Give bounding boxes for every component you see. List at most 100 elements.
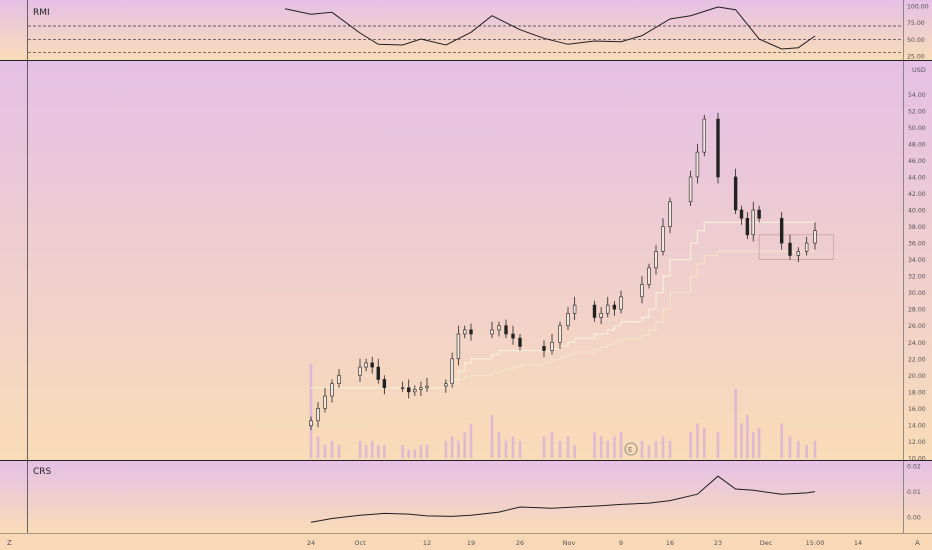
price-tick-label: 20.00 bbox=[908, 373, 926, 380]
volume-bar bbox=[573, 445, 576, 458]
candle-body bbox=[592, 304, 597, 318]
candle-body bbox=[654, 251, 658, 269]
price-tick-label: 14.00 bbox=[908, 422, 926, 429]
candle-body bbox=[337, 375, 341, 384]
volume-bar bbox=[463, 432, 467, 458]
earnings-event-marker[interactable]: E bbox=[624, 442, 638, 456]
crs-tick-label: 0.00 bbox=[907, 515, 921, 522]
volume-bar bbox=[407, 449, 411, 458]
volume-bar bbox=[654, 440, 658, 458]
price-tick-label: 44.00 bbox=[908, 174, 926, 181]
candle-body bbox=[788, 242, 792, 256]
candle-body bbox=[463, 329, 467, 335]
volume-bar bbox=[668, 440, 672, 458]
candle-body bbox=[469, 329, 473, 335]
volume-bar bbox=[606, 440, 610, 458]
volume-bar bbox=[702, 427, 706, 458]
svg-text:E: E bbox=[628, 446, 632, 454]
volume-bar bbox=[457, 440, 460, 458]
price-tick-label: 52.00 bbox=[908, 108, 926, 115]
price-tick-label: 12.00 bbox=[908, 439, 926, 446]
candle-body bbox=[504, 325, 508, 335]
volume-bar bbox=[716, 432, 720, 458]
volume-bar bbox=[469, 423, 473, 458]
candle-body bbox=[518, 337, 522, 347]
volume-bar bbox=[593, 432, 596, 458]
volume-bar bbox=[364, 445, 368, 458]
volume-bar bbox=[330, 440, 334, 458]
rmi-pane bbox=[0, 0, 932, 60]
candle-body bbox=[599, 313, 603, 318]
price-tick-label: 16.00 bbox=[908, 406, 926, 413]
candle-body bbox=[364, 362, 368, 368]
time-axis-right-glyph: A bbox=[915, 539, 920, 547]
price-tick-label: 48.00 bbox=[908, 141, 926, 148]
volume-bar bbox=[419, 445, 423, 458]
crs-title[interactable]: CRS bbox=[33, 467, 52, 477]
price-tick-label: 34.00 bbox=[908, 257, 926, 264]
time-tick-label: 15:00 bbox=[806, 539, 825, 547]
currency-label: USD bbox=[912, 66, 926, 74]
time-tick-label: 9 bbox=[619, 539, 623, 547]
time-tick-label: 23 bbox=[714, 539, 722, 547]
volume-bar bbox=[740, 423, 743, 458]
candle-body bbox=[382, 379, 387, 389]
candle-body bbox=[702, 118, 706, 153]
price-tick-label: 40.00 bbox=[908, 208, 926, 215]
candle-body bbox=[413, 389, 417, 393]
rmi-title[interactable]: RMI bbox=[33, 8, 50, 18]
candle-body bbox=[813, 230, 817, 244]
time-tick-label: Oct bbox=[354, 539, 366, 547]
volume-bar bbox=[383, 445, 386, 458]
volume-bar bbox=[490, 415, 494, 458]
volume-bar bbox=[640, 440, 644, 458]
price-tick-label: 10.00 bbox=[908, 456, 926, 463]
candle-body bbox=[376, 366, 380, 380]
volume-bar bbox=[337, 445, 341, 458]
price-tick-label: 54.00 bbox=[908, 92, 926, 99]
time-axis-left-glyph: Z bbox=[7, 539, 12, 547]
price-pane bbox=[0, 61, 932, 460]
candle-body bbox=[358, 366, 362, 376]
time-tick-label: Nov bbox=[563, 539, 576, 547]
candle-body bbox=[511, 333, 515, 339]
volume-bar bbox=[425, 445, 429, 458]
crs-pane bbox=[0, 461, 932, 533]
candle-body bbox=[757, 209, 761, 219]
trailing-stop-line bbox=[311, 221, 815, 389]
volume-bar bbox=[788, 436, 792, 458]
crs-tick-label: 0.01 bbox=[907, 489, 921, 496]
volume-bar bbox=[309, 363, 313, 458]
candle-body bbox=[444, 383, 448, 387]
candle-body bbox=[733, 176, 738, 211]
volume-bar bbox=[805, 445, 808, 458]
candle-body bbox=[490, 329, 494, 335]
time-tick-label: 19 bbox=[467, 539, 475, 547]
volume-bar bbox=[316, 436, 320, 458]
volume-bar bbox=[696, 423, 699, 458]
price-tick-label: 24.00 bbox=[908, 340, 926, 347]
volume-bar bbox=[511, 436, 515, 458]
price-tick-label: 36.00 bbox=[908, 241, 926, 248]
candle-body bbox=[566, 313, 570, 327]
price-tick-label: 30.00 bbox=[908, 290, 926, 297]
volume-bar bbox=[550, 432, 554, 458]
candle-body bbox=[668, 201, 672, 227]
candle-body bbox=[309, 420, 313, 427]
candle-body bbox=[450, 358, 454, 384]
price-tick-label: 18.00 bbox=[908, 389, 926, 396]
price-tick-label: 42.00 bbox=[908, 191, 926, 198]
candle-body bbox=[456, 333, 461, 360]
candle-body bbox=[558, 325, 562, 343]
time-tick-label: 26 bbox=[516, 539, 524, 547]
volume-bar bbox=[358, 440, 362, 458]
candle-body bbox=[647, 267, 651, 285]
volume-bar bbox=[518, 440, 522, 458]
volume-bar bbox=[734, 389, 737, 458]
volume-bar bbox=[813, 440, 817, 458]
volume-bar bbox=[647, 445, 651, 458]
volume-bar bbox=[444, 440, 448, 458]
volume-bar bbox=[566, 436, 570, 458]
volume-bar bbox=[599, 436, 603, 458]
volume-bar bbox=[751, 432, 755, 458]
